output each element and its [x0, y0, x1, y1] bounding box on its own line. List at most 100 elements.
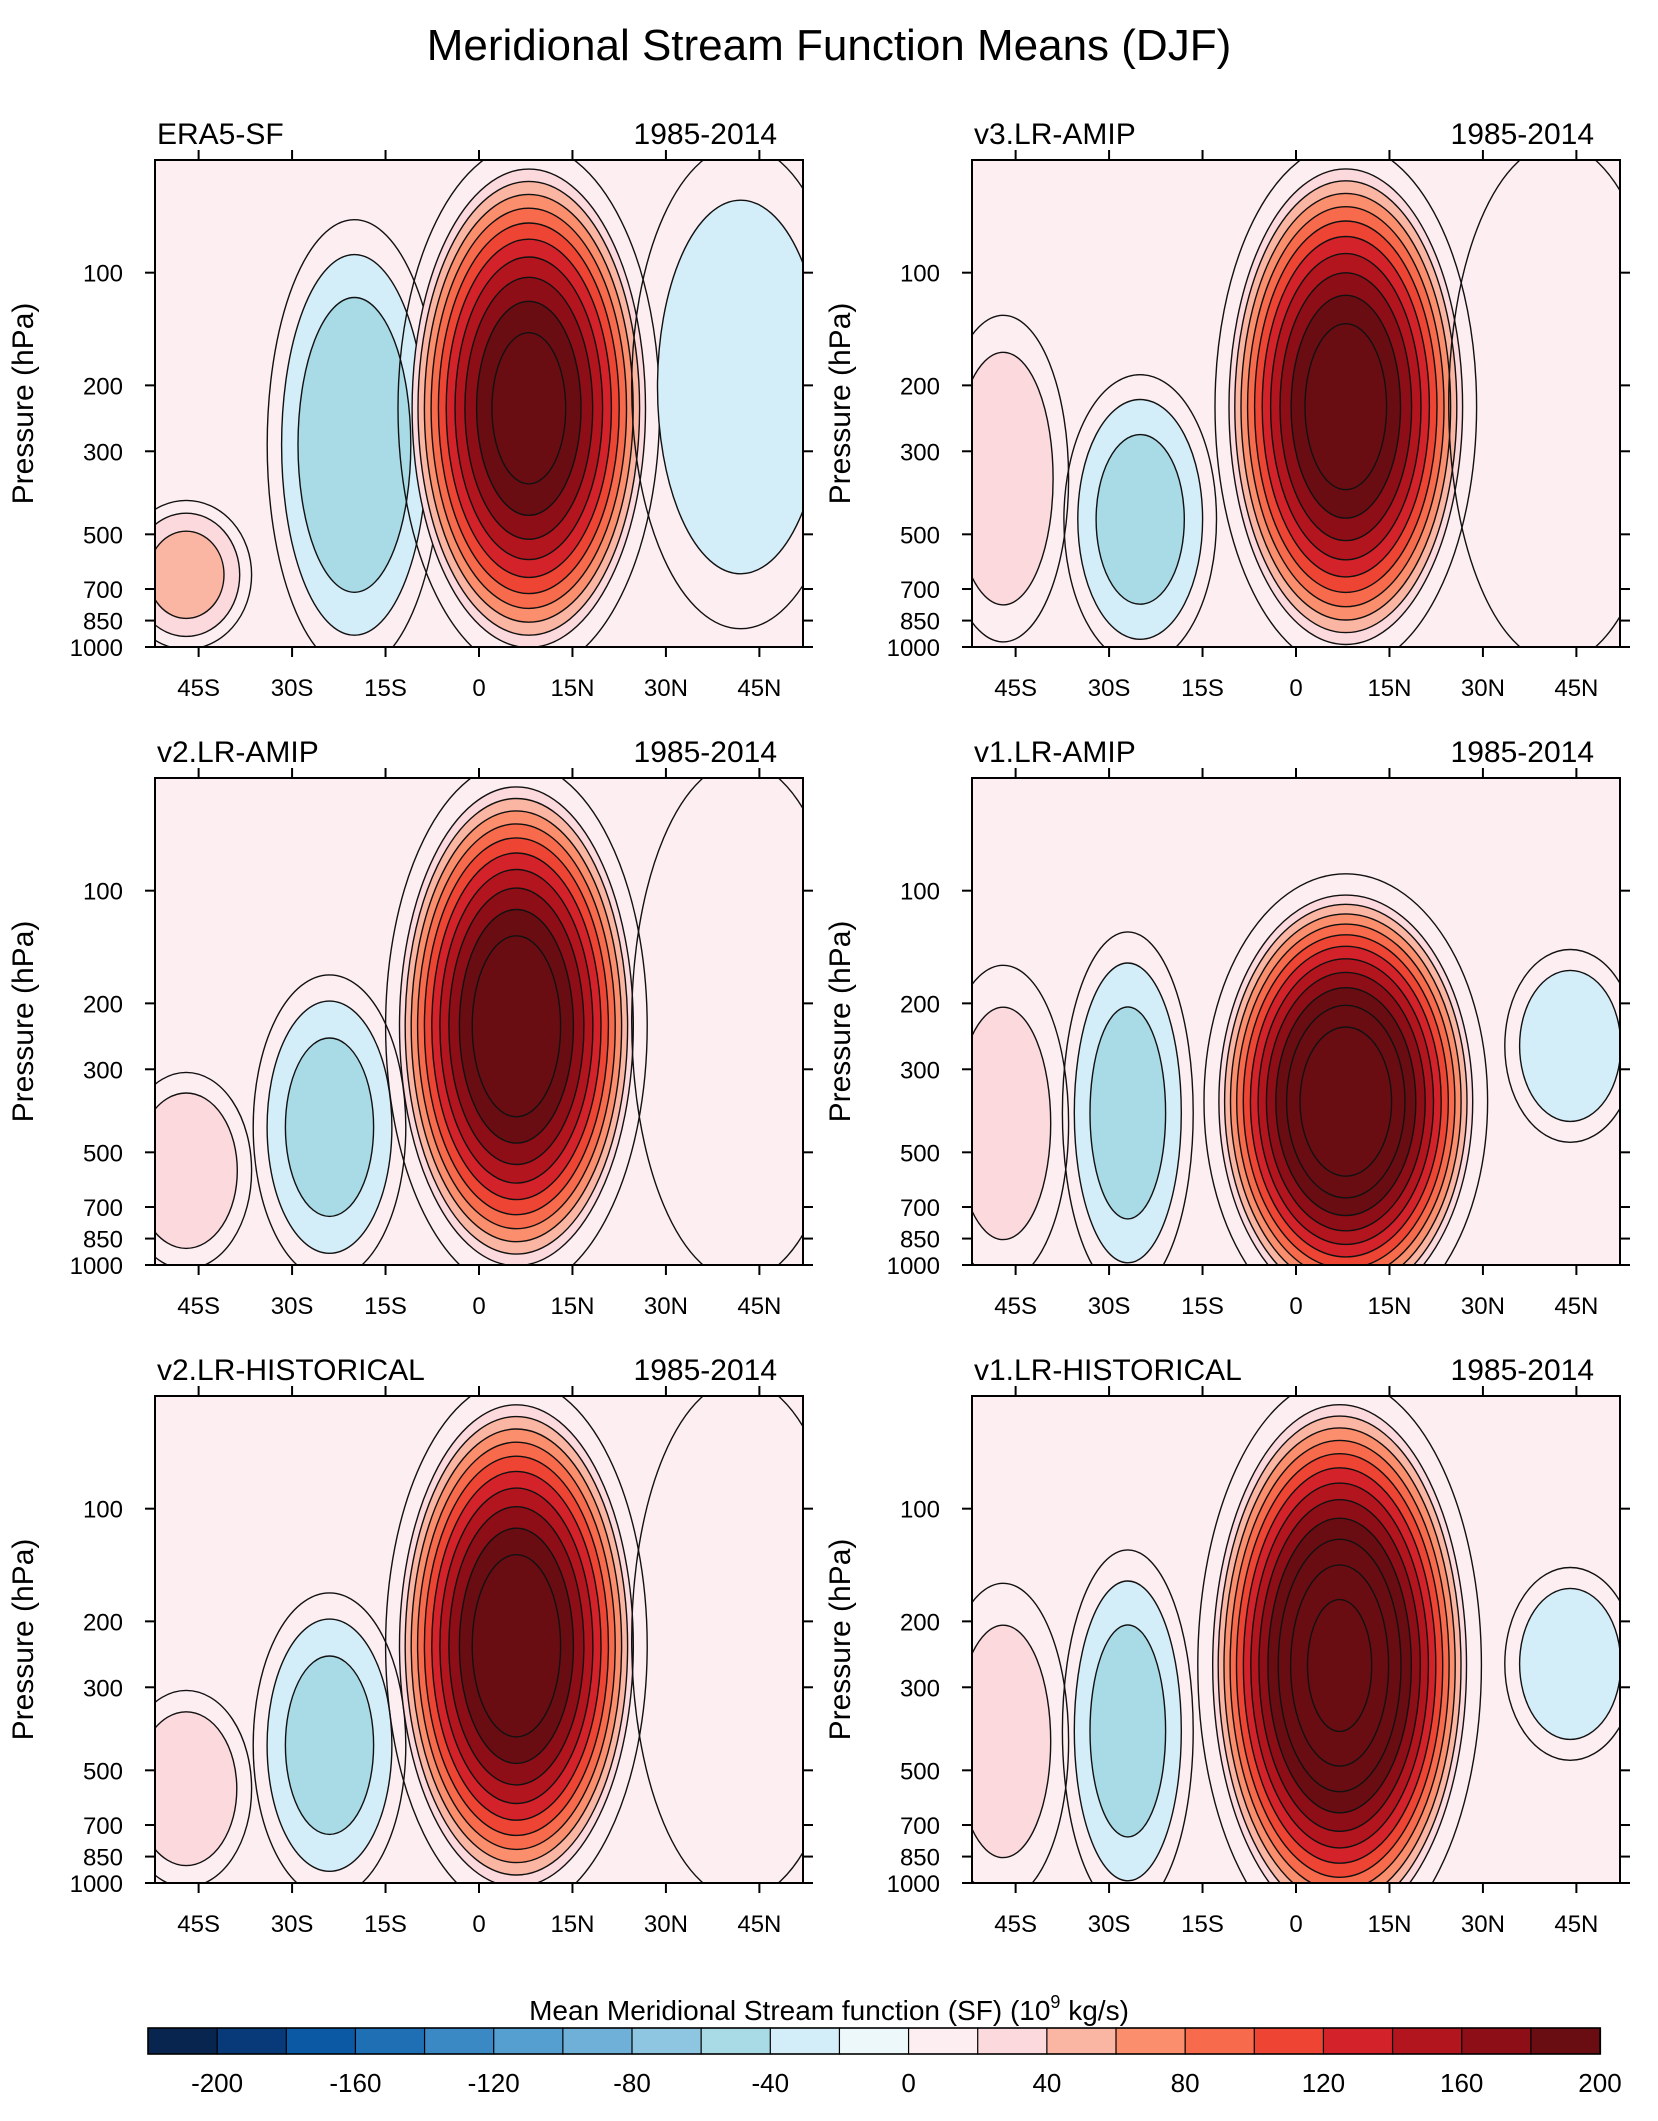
y-tick-label: 100: [900, 879, 940, 906]
contour-zero-line: [631, 160, 803, 630]
contour-fills: [972, 1396, 1620, 1883]
x-tick-label: 30N: [1461, 1911, 1505, 1938]
contour-zero-line: [155, 1689, 253, 1883]
x-tick-label: 45N: [737, 1911, 781, 1938]
contour-level: [1089, 1624, 1167, 1838]
y-tick-label: 300: [900, 1057, 940, 1084]
y-tick-label: 500: [83, 1758, 123, 1785]
x-tick-label: 30N: [644, 1911, 688, 1938]
colorbar-title: Mean Meridional Stream function (SF) (10…: [529, 1992, 1129, 2026]
y-tick-label: 1000: [887, 635, 940, 662]
panel-period: 1985-2014: [1451, 1354, 1594, 1387]
contour-zero-line: [155, 1071, 253, 1265]
contour-zero-line: [1061, 931, 1194, 1265]
y-tick-label: 1000: [887, 1871, 940, 1898]
y-tick-label: 300: [900, 439, 940, 466]
y-tick-label: 850: [83, 1845, 123, 1872]
colorbar-swatch: [562, 2027, 634, 2055]
colorbar-swatch: [838, 2027, 910, 2055]
x-tick-label: 30N: [644, 1293, 688, 1320]
contour-level: [471, 935, 562, 1118]
colorbar-swatch: [700, 2027, 772, 2055]
y-tick-label: 300: [83, 1057, 123, 1084]
panel-title: v2.LR-HISTORICAL: [157, 1354, 425, 1387]
y-tick-label: 700: [83, 1195, 123, 1222]
x-tick-label: 30N: [1461, 1293, 1505, 1320]
x-tick-label: 45N: [737, 1293, 781, 1320]
panel-2: v3.LR-AMIP 1985-2014 100 200 300 500 700 850100…: [824, 118, 1630, 702]
y-tick-label: 850: [900, 1845, 940, 1872]
x-tick-label: 15S: [364, 675, 407, 702]
colorbar-label: -160: [329, 2068, 381, 2098]
panel-period: 1985-2014: [1451, 736, 1594, 769]
colorbar-swatch: [493, 2027, 564, 2055]
panel-period: 1985-2014: [1451, 118, 1594, 151]
y-axis-label: Pressure (hPa): [824, 303, 857, 505]
y-tick-label: 100: [83, 879, 123, 906]
y-tick-label: 200: [83, 1609, 123, 1636]
y-axis-label: Pressure (hPa): [7, 303, 40, 505]
x-tick-label: 45S: [177, 675, 220, 702]
y-tick-label: 500: [83, 522, 123, 549]
contour-zero-line: [1063, 374, 1218, 647]
y-tick-label: 200: [83, 373, 123, 400]
x-tick-label: 15N: [550, 1911, 594, 1938]
x-tick-label: 30S: [1088, 1911, 1131, 1938]
panels: ERA5-SF 1985-2014100200300500700850100045…: [7, 118, 1630, 1938]
contour-level: [1306, 1598, 1373, 1733]
x-tick-label: 30N: [1461, 675, 1505, 702]
contour-level: [1518, 969, 1620, 1123]
x-tick-label: 15S: [364, 1911, 407, 1938]
panel-period: 1985-2014: [634, 118, 777, 151]
colorbar-swatch: [1530, 2027, 1602, 2055]
y-tick-label: 100: [900, 261, 940, 288]
contour-fills: [972, 160, 1620, 647]
x-tick-label: 15S: [1181, 1293, 1224, 1320]
contour-zero-line: [252, 974, 407, 1265]
colorbar-swatch: [1253, 2027, 1325, 2055]
contour-level: [1518, 1587, 1620, 1741]
x-tick-label: 30N: [644, 675, 688, 702]
y-tick-label: 200: [900, 1609, 940, 1636]
x-tick-label: 45S: [177, 1911, 220, 1938]
panel-title: v3.LR-AMIP: [974, 118, 1136, 151]
y-tick-label: 850: [83, 1227, 123, 1254]
y-tick-label: 500: [900, 1140, 940, 1167]
contour-level: [155, 1711, 238, 1867]
contour-level: [1095, 433, 1185, 605]
contour-level: [656, 199, 803, 575]
y-tick-label: 850: [900, 609, 940, 636]
colorbar-swatch: [977, 2027, 1048, 2055]
x-tick-label: 30S: [271, 1293, 314, 1320]
y-tick-label: 850: [900, 1227, 940, 1254]
x-tick-label: 30S: [1088, 675, 1131, 702]
contour-zero-line: [1214, 160, 1478, 647]
colorbar-label: -200: [191, 2068, 243, 2098]
contour-zero-line: [631, 778, 803, 1265]
y-tick-label: 700: [83, 577, 123, 604]
colorbar-swatch: [1046, 2027, 1118, 2055]
x-tick-label: 0: [1289, 1293, 1302, 1320]
colorbar-swatch: [147, 2027, 219, 2055]
colorbar-label: -120: [468, 2068, 520, 2098]
colorbar-label: 120: [1302, 2068, 1345, 2098]
x-tick-label: 30S: [271, 1911, 314, 1938]
panel-title: v1.LR-AMIP: [974, 736, 1136, 769]
x-tick-label: 45N: [1554, 1911, 1598, 1938]
colorbar-swatch: [1115, 2027, 1187, 2055]
contour-level: [972, 1624, 1052, 1859]
y-tick-label: 850: [83, 609, 123, 636]
x-tick-label: 30S: [1088, 1293, 1131, 1320]
contour-fills: [972, 873, 1620, 1265]
contour-level: [1299, 1026, 1393, 1177]
x-tick-label: 0: [1289, 675, 1302, 702]
contour-zero-line: [972, 964, 1070, 1265]
panel-3: v2.LR-AMIP 1985-2014 100 200 300 500 700 850100…: [7, 736, 813, 1320]
y-tick-label: 200: [900, 373, 940, 400]
contour-level: [491, 331, 567, 485]
colorbar-label: 80: [1171, 2068, 1200, 2098]
colorbar-swatch: [1322, 2027, 1394, 2055]
colorbar-label: -80: [613, 2068, 651, 2098]
x-tick-label: 45S: [994, 1911, 1037, 1938]
y-tick-label: 1000: [70, 1871, 123, 1898]
